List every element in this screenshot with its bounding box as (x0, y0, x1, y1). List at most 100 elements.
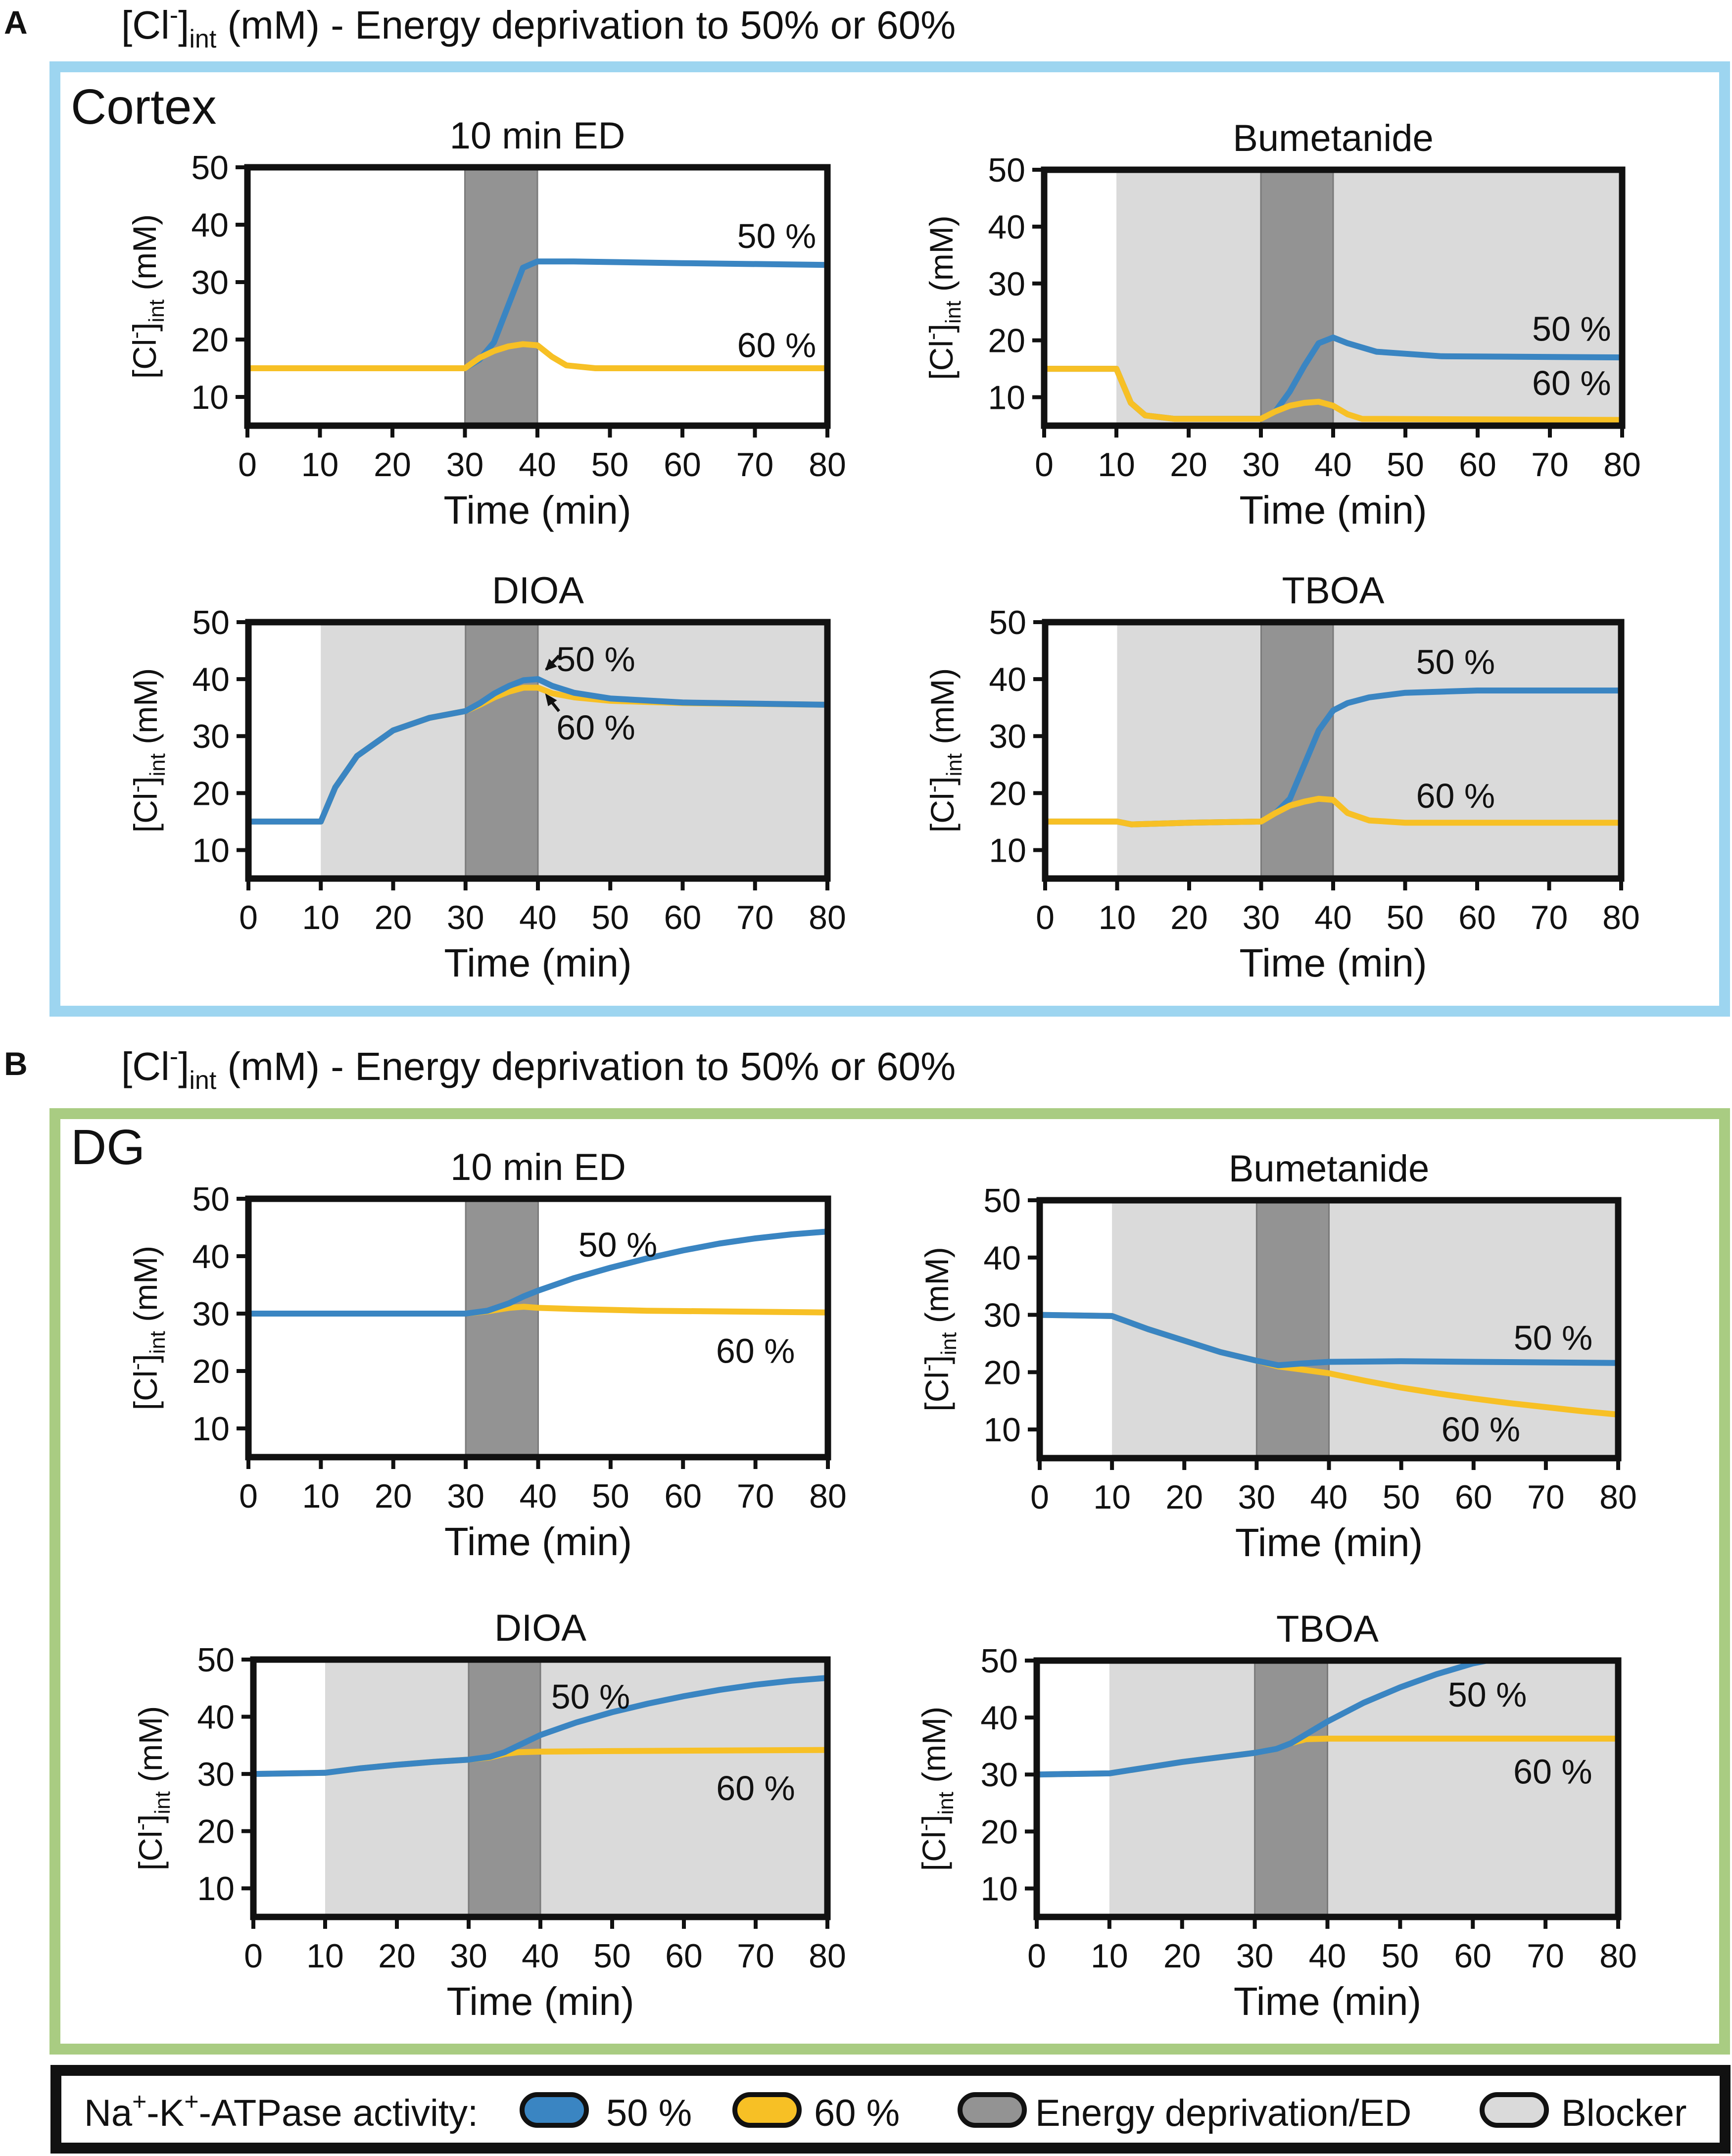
chart-title: 10 min ED (450, 115, 625, 157)
x-tick-label: 30 (447, 899, 484, 936)
x-tick-label: 40 (519, 446, 556, 484)
y-axis-label-part: - (913, 1824, 937, 1831)
y-tick-label: 40 (191, 206, 229, 244)
x-tick-label: 0 (244, 1937, 263, 1975)
x-axis-label: Time (min) (1234, 1979, 1421, 2023)
y-tick-label: 10 (197, 1870, 235, 1908)
legend-item-ed: Energy deprivation/ED (958, 2092, 1411, 2134)
x-tick-label: 80 (1599, 1937, 1637, 1975)
x-tick-label: 60 (664, 899, 702, 936)
x-tick-label: 20 (375, 1477, 412, 1515)
x-tick-label: 70 (1531, 899, 1568, 936)
y-axis-label-part: - (920, 333, 945, 340)
legend-prefix-post: -ATPase activity: (199, 2092, 479, 2134)
charts-group: 10 min ED0 10 20 30 40 50 60 70 801020304050Time… (124, 115, 1641, 2023)
panel-a-letter: A (4, 4, 28, 41)
series-annotation: 50 % (1514, 1319, 1593, 1357)
x-tick-label: 30 (447, 1477, 484, 1515)
series-annotation: 60 % (1513, 1752, 1592, 1791)
ed-band (464, 166, 538, 427)
y-axis-label-part: int (937, 1332, 961, 1355)
y-axis-label-part: (mM) (132, 1706, 169, 1791)
series-line-50 (1037, 1312, 1621, 1369)
y-axis-label-part: int (145, 1331, 170, 1354)
y-axis-label-part: ] (127, 1354, 164, 1363)
x-axis-label: Time (min) (444, 1519, 632, 1564)
x-tick-label: 50 (1387, 446, 1424, 484)
x-tick-label: 40 (1314, 446, 1352, 484)
ed-band (468, 1659, 541, 1918)
y-tick-label: 10 (989, 832, 1026, 869)
blocker-band (321, 622, 827, 879)
x-tick-label: 40 (522, 1937, 559, 1975)
x-axis-label: Time (min) (443, 488, 631, 532)
x-tick-label: 70 (736, 899, 774, 936)
chart-title: Bumetanide (1233, 117, 1434, 159)
y-axis-label-part: int (150, 1791, 175, 1814)
x-tick-label: 50 (1387, 899, 1424, 936)
chart-title: 10 min ED (450, 1146, 626, 1188)
x-tick-label: 0 (239, 899, 258, 936)
x-tick-label: 60 (1454, 1937, 1491, 1975)
y-axis-label-part: int (144, 299, 169, 322)
y-tick-label: 10 (192, 832, 230, 869)
series-annotation: 60 % (1416, 777, 1495, 815)
y-axis-label: [Cl-]int (mM) (921, 668, 966, 833)
y-tick-label: 40 (989, 661, 1026, 698)
y-tick-label: 10 (192, 1410, 230, 1448)
legend-swatch-blocker (1480, 2092, 1549, 2128)
x-tick-label: 60 (664, 1477, 702, 1515)
y-axis-label-part: [Cl (924, 793, 961, 833)
panel-a-title-sup: - (170, 1, 178, 30)
legend-item-blocker: Blocker (1480, 2092, 1686, 2134)
y-axis-label-part: ] (127, 777, 164, 785)
x-tick-label: 10 (1099, 899, 1136, 936)
x-tick-label: 40 (1314, 899, 1352, 936)
y-axis-label-part: - (125, 785, 149, 793)
chart-title: DIOA (494, 1607, 586, 1649)
y-axis-label-part: - (124, 332, 148, 339)
y-tick-label: 10 (983, 1411, 1021, 1449)
x-tick-label: 20 (1163, 1937, 1201, 1975)
y-tick-label: 50 (980, 1642, 1018, 1680)
ed-band (1260, 169, 1334, 427)
y-axis-label-part: [Cl (127, 793, 164, 833)
x-tick-label: 30 (1238, 1478, 1276, 1516)
y-tick-label: 10 (988, 379, 1025, 417)
y-axis-label-part: [Cl (923, 340, 960, 380)
panel-b-title-pre: [Cl (121, 1044, 170, 1088)
series-annotation: 50 % (578, 1225, 658, 1264)
x-tick-label: 50 (592, 1477, 629, 1515)
ed-band (1254, 1660, 1328, 1918)
y-axis-label: [Cl-]int (mM) (130, 1706, 175, 1870)
y-axis-label-part: ] (915, 1815, 952, 1824)
series-annotation: 60 % (716, 1331, 795, 1370)
series-line-60 (244, 341, 830, 371)
x-tick-label: 70 (1531, 446, 1569, 484)
series-line-60 (1041, 366, 1625, 423)
y-tick-label: 20 (197, 1813, 235, 1851)
x-tick-label: 20 (1170, 899, 1208, 936)
legend-prefix: Na+-K+-ATPase activity: (84, 2088, 478, 2134)
annotation-arrowhead-60 (545, 693, 557, 706)
series-line-50 (250, 1675, 830, 1777)
y-axis-label-part: int (941, 301, 965, 324)
chart-title: TBOA (1276, 1608, 1379, 1650)
x-tick-label: 70 (736, 446, 774, 484)
y-tick-label: 20 (192, 1353, 230, 1390)
panel-a-title-post: (mM) - Energy deprivation to 50% or 60% (216, 3, 956, 47)
y-axis-label: [Cl-]int (mM) (125, 1246, 170, 1410)
x-tick-label: 40 (1310, 1478, 1348, 1516)
y-axis-label: [Cl-]int (mM) (920, 215, 965, 380)
panel-b-title-sup: - (170, 1042, 178, 1071)
x-tick-label: 70 (1527, 1478, 1565, 1516)
panel-a-region-label: Cortex (71, 79, 217, 135)
series-annotation: 60 % (737, 326, 817, 365)
series-annotation: 50 % (1532, 310, 1611, 348)
panel-b-title-post: (mM) - Energy deprivation to 50% or 60% (216, 1044, 956, 1088)
y-axis-label-part: ] (923, 324, 960, 333)
x-axis-label: Time (min) (444, 941, 631, 985)
